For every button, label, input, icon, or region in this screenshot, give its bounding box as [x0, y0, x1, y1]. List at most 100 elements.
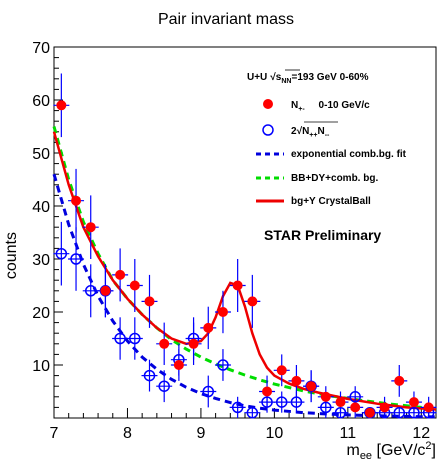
markers: [55, 100, 435, 419]
star-preliminary-annotation: STAR Preliminary: [264, 227, 381, 243]
curves: [52, 126, 437, 419]
x-axis-label-subscript: ee: [360, 450, 372, 462]
y-tick-label: 30: [32, 252, 50, 269]
x-tick-label: 10: [265, 425, 283, 442]
legend: U+U √sNN=193 GeV 0-60% N+- 0-10 GeV/c 2√N…: [247, 69, 407, 207]
unlike-sign-point: [262, 386, 273, 397]
legend-marker-unlike: [263, 99, 273, 109]
like-sign-point: [70, 253, 82, 265]
y-tick-label: 40: [32, 199, 50, 216]
y-tick-label: 50: [32, 146, 50, 163]
unlike-sign-point: [115, 269, 126, 280]
x-tick-label: 9: [196, 425, 205, 442]
x-tick-label: 7: [50, 425, 59, 442]
curve-exponential-fit: [52, 173, 437, 419]
x-tick-label: 8: [123, 425, 132, 442]
like-sign-point: [246, 406, 259, 419]
legend-entry-crystalball: bg+Υ CrystalBall: [291, 196, 371, 207]
unlike-sign-point: [335, 397, 346, 408]
like-sign-point: [261, 396, 273, 408]
legend-entry-unlike: N+- 0-10 GeV/c: [291, 100, 370, 113]
unlike-sign-point: [306, 381, 317, 392]
curve-bb-dy-comb-bg: [52, 126, 437, 410]
like-sign-point: [275, 396, 288, 408]
chart-title: Pair invariant mass: [158, 11, 294, 28]
legend-header-s: s: [276, 72, 282, 83]
y-axis: 10 20 30 40 50 60 70: [32, 40, 63, 419]
like-sign-point: [217, 359, 229, 371]
x-axis-label: mee [GeV/c2]: [346, 440, 436, 462]
legend-entry-like-n2: N: [317, 126, 324, 137]
unlike-sign-point: [320, 391, 331, 402]
like-sign-point: [334, 406, 347, 419]
legend-entry-unlike-sub: +-: [298, 106, 305, 113]
legend-entry-unlike-range: 0-10 GeV/c: [305, 100, 370, 111]
unlike-sign-point: [394, 375, 405, 386]
like-sign-point: [202, 385, 215, 398]
y-tick-label: 60: [32, 93, 50, 110]
like-sign-point: [231, 401, 244, 414]
like-sign-point: [158, 380, 170, 392]
legend-entry-exp-fit: exponential comb.bg. fit: [291, 149, 407, 160]
unlike-sign-point: [423, 402, 434, 413]
curve-crystalball: [52, 131, 437, 411]
like-sign-point: [129, 332, 141, 345]
unlike-sign-point: [129, 280, 140, 291]
x-axis-label-unit-close: ]: [432, 442, 436, 459]
legend-entry-bb-dy: BB+DY+comb. bg.: [291, 173, 378, 184]
unlike-sign-point: [100, 285, 111, 296]
legend-entry-like: 2√N++N--: [291, 126, 330, 139]
legend-entry-like-sub2: --: [325, 132, 330, 139]
unlike-sign-point: [71, 195, 82, 206]
unlike-sign-point: [276, 365, 287, 376]
legend-header-energy: =193 GeV 0-60%: [291, 72, 368, 83]
y-axis-label: counts: [3, 232, 20, 279]
like-sign-point: [84, 285, 97, 297]
unlike-sign-point: [247, 296, 258, 307]
unlike-sign-point: [408, 397, 419, 408]
y-tick-label: 70: [32, 40, 50, 57]
error-bars: [53, 73, 437, 418]
unlike-sign-point: [379, 402, 390, 413]
legend-header-sqrt-symbol: √: [270, 72, 276, 83]
y-tick-label: 10: [32, 358, 50, 375]
legend-entry-like-n1: N: [302, 126, 309, 137]
like-sign-point: [55, 247, 68, 260]
legend-entry-unlike-main: N: [291, 100, 298, 111]
unlike-sign-point: [85, 222, 96, 233]
like-sign-point: [349, 391, 361, 403]
legend-entry-like-sub1: ++: [309, 132, 317, 139]
unlike-sign-point: [159, 338, 170, 349]
x-axis-label-main: m: [346, 442, 359, 459]
x-axis-label-unit: [GeV/c: [372, 442, 425, 459]
unlike-sign-point: [173, 360, 184, 370]
legend-marker-like: [262, 124, 274, 136]
like-sign-point: [114, 332, 126, 345]
legend-header-system: U+U: [247, 72, 267, 83]
x-tick-label: 12: [412, 425, 430, 442]
unlike-sign-point: [364, 407, 375, 418]
legend-header-nn: NN: [281, 78, 291, 85]
like-sign-point: [320, 401, 332, 414]
y-tick-label: 20: [32, 305, 50, 322]
legend-marker-like-dot: [262, 124, 274, 136]
unlike-sign-point: [203, 322, 214, 333]
legend-header: U+U √sNN=193 GeV 0-60%: [247, 72, 369, 85]
like-sign-point: [393, 406, 406, 419]
unlike-sign-point: [56, 100, 67, 111]
like-sign-point: [143, 369, 156, 382]
unlike-sign-point: [217, 307, 228, 317]
x-axis: 7 8 9 10 11 12: [50, 408, 437, 442]
unlike-sign-point: [350, 402, 361, 413]
x-axis-label-unit-superscript: 2: [425, 440, 431, 452]
legend-marker-unlike-dot: [263, 99, 273, 109]
unlike-sign-point: [291, 375, 302, 386]
legend-entry-like-factor: 2: [291, 126, 297, 137]
unlike-sign-point: [188, 338, 199, 349]
x-tick-label: 11: [340, 425, 357, 442]
unlike-sign-point: [232, 280, 243, 291]
like-sign-point: [290, 396, 303, 408]
legend-entry-like-sqrt-symbol: √: [297, 126, 303, 137]
